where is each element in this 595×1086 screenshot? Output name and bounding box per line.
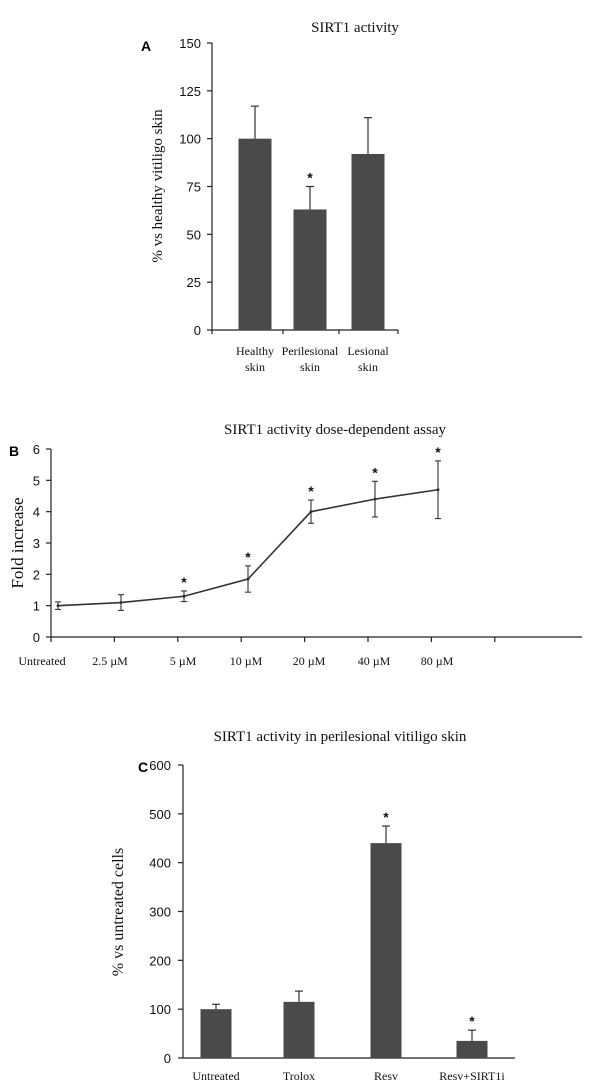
- chart-a-y-tick-label: 50: [187, 227, 201, 242]
- chart-c-bar: [456, 1040, 488, 1058]
- chart-b-significance: *: [372, 464, 378, 480]
- chart-c-x-tick-label: Resv: [374, 1069, 398, 1083]
- chart-a-title: SIRT1 activity: [311, 20, 399, 36]
- chart-c-y-tick-label: 200: [149, 953, 171, 968]
- chart-b-panel-label: B: [9, 443, 19, 459]
- chart-c-bar: [200, 1009, 232, 1058]
- chart-a-y-tick-label: 125: [179, 84, 201, 99]
- chart-c-panel-label: C: [138, 759, 148, 775]
- chart-c-bar: [283, 1001, 315, 1058]
- chart-b-y-tick-label: 4: [33, 505, 40, 520]
- chart-c-x-tick-label: Resv+SIRT1i: [439, 1069, 505, 1083]
- chart-a-y-tick-label: 0: [194, 323, 201, 338]
- chart-b-x-tick-label: 10 µM: [230, 654, 263, 668]
- chart-b-point: [56, 604, 60, 608]
- chart-b-x-tick-label: 40 µM: [358, 654, 391, 668]
- chart-b-significance: *: [245, 549, 251, 565]
- chart-a-bar: [351, 153, 385, 330]
- chart-b-x-tick-label: 2.5 µM: [92, 654, 128, 668]
- chart-a-y-tick-label: 150: [179, 36, 201, 51]
- chart-b-marks: 0 1 2 3 4 5 6 Untreated 2.5 µM * 5 µM * 10 µM * 20 µM *…: [18, 442, 496, 668]
- chart-c-significance: *: [469, 1013, 475, 1029]
- chart-b-point: [309, 510, 313, 514]
- chart-b-significance: *: [435, 444, 441, 460]
- chart-a-panel-label: A: [141, 38, 151, 54]
- chart-c-x-tick-label: Trolox: [283, 1069, 315, 1083]
- chart-b-y-tick-label: 0: [33, 630, 40, 645]
- chart-c: SIRT1 activity in perilesional vitiligo …: [110, 729, 515, 1083]
- chart-b-y-tick-label: 2: [33, 567, 40, 582]
- chart-b-point: [246, 577, 250, 581]
- chart-b-x-tick-label: 80 µM: [421, 654, 454, 668]
- chart-a-x-tick-label: Healthy skin: [236, 344, 274, 374]
- chart-a-x-tick-label: Lesional skin: [347, 344, 389, 374]
- chart-b-y-tick-label: 5: [33, 473, 40, 488]
- chart-a-y-tick-label: 100: [179, 132, 201, 147]
- chart-a-x-tick-label: Perilesional skin: [282, 344, 339, 374]
- chart-c-y-tick-label: 300: [149, 905, 171, 920]
- chart-b-significance: *: [308, 483, 314, 499]
- chart-b-significance: *: [181, 574, 187, 590]
- chart-a-bar: [238, 138, 272, 330]
- chart-c-y-tick-label: 0: [164, 1051, 171, 1066]
- chart-c-y-tick-label: 400: [149, 856, 171, 871]
- chart-b-point: [182, 594, 186, 598]
- chart-b-y-label: Fold increase: [8, 497, 27, 588]
- chart-b-title: SIRT1 activity dose-dependent assay: [224, 422, 446, 438]
- chart-b-point: [436, 488, 440, 492]
- chart-b-y-tick-label: 1: [33, 599, 40, 614]
- chart-c-y-tick-label: 100: [149, 1002, 171, 1017]
- chart-b-point: [119, 601, 123, 605]
- chart-b-y-tick-label: 3: [33, 536, 40, 551]
- chart-a-y-label: % vs healthy vitiligo skin: [150, 109, 166, 263]
- chart-b-x-tick-label: Untreated: [18, 654, 65, 668]
- chart-a: SIRT1 activity A % vs healthy vitiligo s…: [141, 20, 399, 374]
- chart-b: SIRT1 activity dose-dependent assay B Fo…: [8, 422, 582, 668]
- chart-b-x-tick-label: 5 µM: [170, 654, 197, 668]
- chart-a-y-tick-label: 25: [187, 275, 201, 290]
- chart-b-y-tick-label: 6: [33, 442, 40, 457]
- chart-b-x-tick-label: 20 µM: [293, 654, 326, 668]
- chart-a-y-tick-label: 75: [187, 180, 201, 195]
- chart-c-x-tick-label: Untreated: [192, 1069, 239, 1083]
- chart-c-bar: [370, 843, 402, 1058]
- chart-c-y-tick-label: 600: [149, 758, 171, 773]
- chart-c-title: SIRT1 activity in perilesional vitiligo …: [214, 729, 467, 745]
- chart-c-y-tick-label: 500: [149, 807, 171, 822]
- chart-a-marks: 0 25 50 75 100 125 150 Healthy skin * Perilesional…: [179, 36, 399, 374]
- chart-a-significance: *: [307, 170, 313, 186]
- chart-c-y-label: % vs untreated cells: [110, 848, 127, 976]
- chart-c-significance: *: [383, 809, 389, 825]
- chart-b-point: [373, 497, 377, 501]
- chart-a-bar: [293, 209, 327, 330]
- chart-c-marks: 0 100 200 300 400 500 600 Untreated Trolox * Resv *…: [149, 758, 505, 1083]
